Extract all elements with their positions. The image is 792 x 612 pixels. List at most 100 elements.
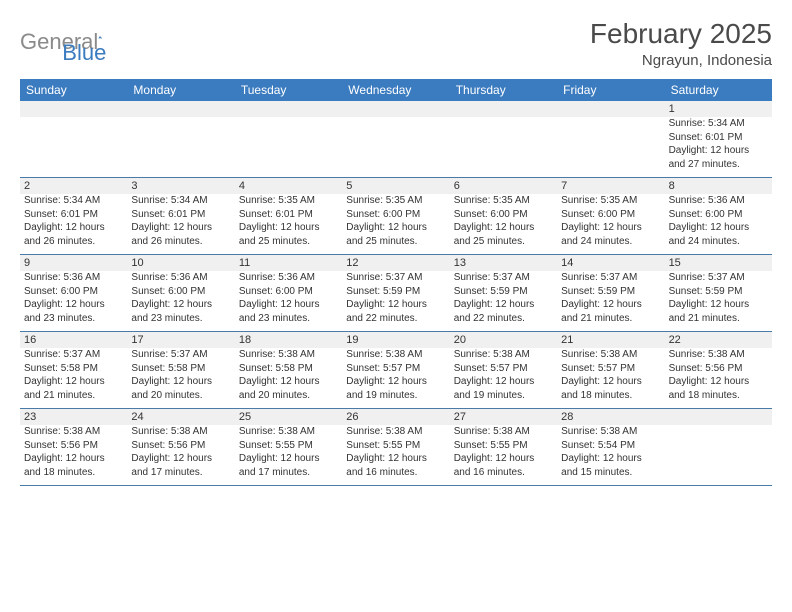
sunset-line: Sunset: 6:00 PM bbox=[131, 285, 230, 299]
day-number: 13 bbox=[450, 255, 557, 271]
sunrise-line: Sunrise: 5:38 AM bbox=[131, 425, 230, 439]
day-number: 25 bbox=[235, 409, 342, 425]
day-number: 21 bbox=[557, 332, 664, 348]
title-block: February 2025 Ngrayun, Indonesia bbox=[590, 18, 772, 69]
sunrise-line: Sunrise: 5:38 AM bbox=[561, 348, 660, 362]
sunrise-line: Sunrise: 5:37 AM bbox=[346, 271, 445, 285]
sunrise-line: Sunrise: 5:34 AM bbox=[669, 117, 768, 131]
day-cell: Sunrise: 5:34 AMSunset: 6:01 PMDaylight:… bbox=[20, 194, 127, 254]
day-cell: Sunrise: 5:38 AMSunset: 5:58 PMDaylight:… bbox=[235, 348, 342, 408]
day2-line: and 17 minutes. bbox=[131, 466, 230, 480]
day-number: 1 bbox=[665, 101, 772, 117]
day-number: 16 bbox=[20, 332, 127, 348]
day2-line: and 23 minutes. bbox=[131, 312, 230, 326]
location-label: Ngrayun, Indonesia bbox=[590, 52, 772, 69]
sunrise-line: Sunrise: 5:37 AM bbox=[131, 348, 230, 362]
sunset-line: Sunset: 6:01 PM bbox=[669, 131, 768, 145]
day-number: 2 bbox=[20, 178, 127, 194]
week-daynum-row: 9101112131415 bbox=[20, 255, 772, 271]
day-cell bbox=[235, 117, 342, 177]
day-cell: Sunrise: 5:37 AMSunset: 5:59 PMDaylight:… bbox=[342, 271, 449, 331]
day-cell: Sunrise: 5:36 AMSunset: 6:00 PMDaylight:… bbox=[665, 194, 772, 254]
week-daynum-row: 2345678 bbox=[20, 178, 772, 194]
day-number: 23 bbox=[20, 409, 127, 425]
sunset-line: Sunset: 6:00 PM bbox=[24, 285, 123, 299]
day1-line: Daylight: 12 hours bbox=[24, 452, 123, 466]
week-daynum-row: 1 bbox=[20, 101, 772, 117]
sunset-line: Sunset: 5:56 PM bbox=[669, 362, 768, 376]
day-number: 22 bbox=[665, 332, 772, 348]
day-cell bbox=[665, 425, 772, 485]
sunset-line: Sunset: 6:00 PM bbox=[561, 208, 660, 222]
day1-line: Daylight: 12 hours bbox=[239, 221, 338, 235]
sunset-line: Sunset: 5:58 PM bbox=[131, 362, 230, 376]
day2-line: and 17 minutes. bbox=[239, 466, 338, 480]
sunrise-line: Sunrise: 5:35 AM bbox=[346, 194, 445, 208]
sunrise-line: Sunrise: 5:34 AM bbox=[131, 194, 230, 208]
sunset-line: Sunset: 5:57 PM bbox=[454, 362, 553, 376]
sunrise-line: Sunrise: 5:35 AM bbox=[561, 194, 660, 208]
day2-line: and 16 minutes. bbox=[454, 466, 553, 480]
day1-line: Daylight: 12 hours bbox=[239, 452, 338, 466]
sunset-line: Sunset: 5:56 PM bbox=[131, 439, 230, 453]
sunrise-line: Sunrise: 5:38 AM bbox=[24, 425, 123, 439]
day-cell: Sunrise: 5:37 AMSunset: 5:59 PMDaylight:… bbox=[450, 271, 557, 331]
day1-line: Daylight: 12 hours bbox=[669, 144, 768, 158]
day1-line: Daylight: 12 hours bbox=[131, 375, 230, 389]
day2-line: and 25 minutes. bbox=[239, 235, 338, 249]
day2-line: and 22 minutes. bbox=[346, 312, 445, 326]
day-number bbox=[342, 101, 449, 117]
day1-line: Daylight: 12 hours bbox=[131, 298, 230, 312]
sunset-line: Sunset: 6:00 PM bbox=[346, 208, 445, 222]
day1-line: Daylight: 12 hours bbox=[561, 375, 660, 389]
day-number: 12 bbox=[342, 255, 449, 271]
sunrise-line: Sunrise: 5:34 AM bbox=[24, 194, 123, 208]
day-cell: Sunrise: 5:38 AMSunset: 5:56 PMDaylight:… bbox=[665, 348, 772, 408]
day2-line: and 20 minutes. bbox=[239, 389, 338, 403]
week-detail-row: Sunrise: 5:37 AMSunset: 5:58 PMDaylight:… bbox=[20, 348, 772, 409]
sunset-line: Sunset: 6:00 PM bbox=[239, 285, 338, 299]
day1-line: Daylight: 12 hours bbox=[454, 221, 553, 235]
day1-line: Daylight: 12 hours bbox=[454, 452, 553, 466]
sunrise-line: Sunrise: 5:38 AM bbox=[346, 348, 445, 362]
sunset-line: Sunset: 6:01 PM bbox=[131, 208, 230, 222]
day2-line: and 27 minutes. bbox=[669, 158, 768, 172]
day2-line: and 25 minutes. bbox=[454, 235, 553, 249]
weekday-header: Thursday bbox=[450, 79, 557, 101]
day-cell: Sunrise: 5:38 AMSunset: 5:57 PMDaylight:… bbox=[342, 348, 449, 408]
sunset-line: Sunset: 5:59 PM bbox=[346, 285, 445, 299]
day-cell bbox=[20, 117, 127, 177]
day2-line: and 21 minutes. bbox=[24, 389, 123, 403]
day-cell bbox=[127, 117, 234, 177]
day1-line: Daylight: 12 hours bbox=[346, 298, 445, 312]
day-number: 4 bbox=[235, 178, 342, 194]
sunrise-line: Sunrise: 5:38 AM bbox=[239, 425, 338, 439]
logo-text-blue: Blue bbox=[62, 40, 106, 66]
sunset-line: Sunset: 5:59 PM bbox=[454, 285, 553, 299]
day2-line: and 19 minutes. bbox=[346, 389, 445, 403]
day-number: 15 bbox=[665, 255, 772, 271]
sunrise-line: Sunrise: 5:36 AM bbox=[24, 271, 123, 285]
sunrise-line: Sunrise: 5:38 AM bbox=[561, 425, 660, 439]
day-number: 5 bbox=[342, 178, 449, 194]
day-cell: Sunrise: 5:35 AMSunset: 6:00 PMDaylight:… bbox=[342, 194, 449, 254]
day-cell: Sunrise: 5:38 AMSunset: 5:57 PMDaylight:… bbox=[450, 348, 557, 408]
day1-line: Daylight: 12 hours bbox=[131, 221, 230, 235]
day-number bbox=[127, 101, 234, 117]
sunset-line: Sunset: 5:59 PM bbox=[561, 285, 660, 299]
sunset-line: Sunset: 5:55 PM bbox=[239, 439, 338, 453]
day2-line: and 15 minutes. bbox=[561, 466, 660, 480]
sunrise-line: Sunrise: 5:38 AM bbox=[346, 425, 445, 439]
day-cell bbox=[557, 117, 664, 177]
day-number: 10 bbox=[127, 255, 234, 271]
day-number: 3 bbox=[127, 178, 234, 194]
sunset-line: Sunset: 5:57 PM bbox=[346, 362, 445, 376]
week-detail-row: Sunrise: 5:34 AMSunset: 6:01 PMDaylight:… bbox=[20, 117, 772, 178]
day2-line: and 21 minutes. bbox=[669, 312, 768, 326]
day1-line: Daylight: 12 hours bbox=[669, 298, 768, 312]
day2-line: and 24 minutes. bbox=[669, 235, 768, 249]
sunset-line: Sunset: 5:58 PM bbox=[239, 362, 338, 376]
day2-line: and 18 minutes. bbox=[669, 389, 768, 403]
day2-line: and 23 minutes. bbox=[24, 312, 123, 326]
sunrise-line: Sunrise: 5:37 AM bbox=[561, 271, 660, 285]
